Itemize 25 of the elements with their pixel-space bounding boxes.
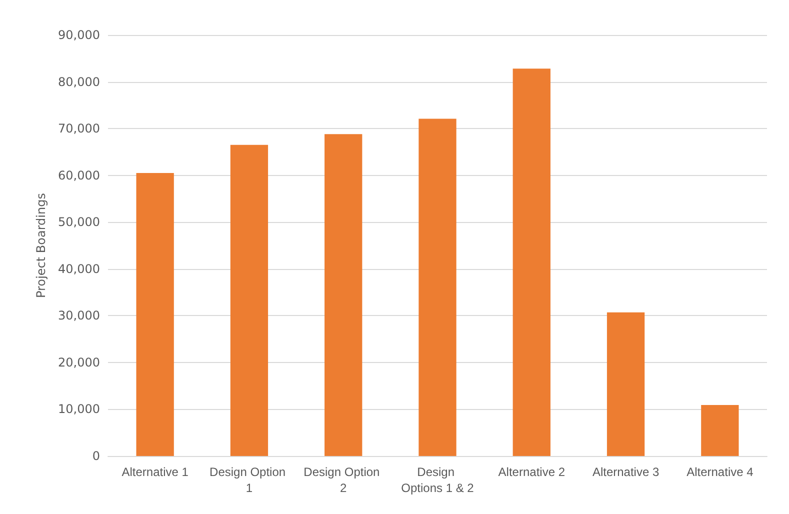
bar — [324, 134, 362, 456]
y-tick-label: 40,000 — [58, 262, 100, 276]
y-tick-label: 50,000 — [58, 215, 100, 230]
x-tick-label: Alternative 2 — [498, 465, 566, 479]
y-tick-label: 30,000 — [58, 308, 100, 323]
x-tick-label: Design Options 1 & 2 — [401, 465, 474, 495]
bar — [701, 405, 739, 456]
x-tick-label: Design Option 1 — [210, 465, 289, 495]
x-tick-label: Alternative 4 — [686, 465, 754, 479]
y-axis-title: Project Boardings — [34, 193, 48, 298]
x-tick-label: Design Option 2 — [304, 465, 384, 495]
y-tick-label: 0 — [92, 449, 100, 463]
bar — [606, 312, 645, 456]
bar — [136, 172, 174, 456]
bar — [512, 68, 550, 456]
y-tick-label: 70,000 — [58, 122, 100, 136]
bar — [418, 118, 456, 456]
y-tick-label: 90,000 — [58, 28, 100, 42]
bar — [230, 144, 268, 456]
y-tick-label: 10,000 — [58, 402, 100, 416]
x-tick-label: Alternative 1 — [122, 465, 189, 479]
x-tick-label: Alternative 3 — [592, 465, 660, 479]
y-tick-label: 60,000 — [58, 168, 100, 182]
y-tick-label: 20,000 — [58, 355, 100, 370]
y-tick-label: 80,000 — [58, 74, 100, 89]
